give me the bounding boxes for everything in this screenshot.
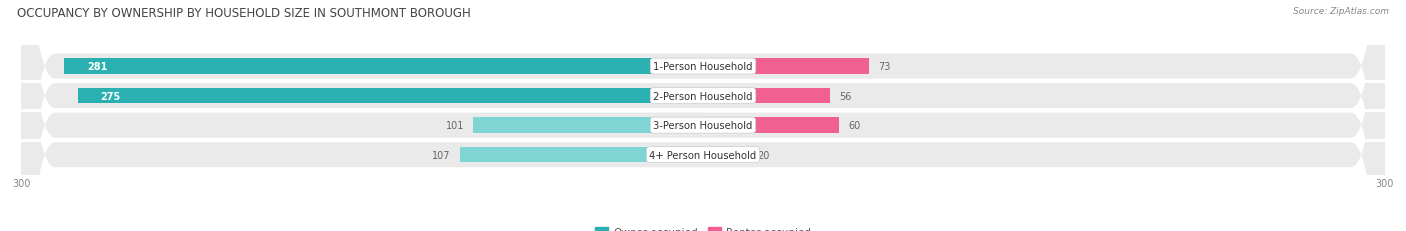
Bar xyxy=(703,147,748,163)
Bar xyxy=(460,147,703,163)
Text: 3-Person Household: 3-Person Household xyxy=(654,121,752,131)
Bar xyxy=(65,59,703,74)
Text: 2-Person Household: 2-Person Household xyxy=(654,91,752,101)
Text: 1-Person Household: 1-Person Household xyxy=(654,62,752,72)
Text: 275: 275 xyxy=(101,91,121,101)
FancyBboxPatch shape xyxy=(21,0,1385,231)
Text: 101: 101 xyxy=(446,121,464,131)
Bar xyxy=(703,88,831,104)
FancyBboxPatch shape xyxy=(21,0,1385,231)
Text: 281: 281 xyxy=(87,62,107,72)
Text: 107: 107 xyxy=(432,150,451,160)
Text: 4+ Person Household: 4+ Person Household xyxy=(650,150,756,160)
Legend: Owner-occupied, Renter-occupied: Owner-occupied, Renter-occupied xyxy=(591,223,815,231)
Text: 60: 60 xyxy=(848,121,860,131)
Text: 20: 20 xyxy=(758,150,770,160)
Bar xyxy=(703,118,839,133)
Bar xyxy=(474,118,703,133)
Text: Source: ZipAtlas.com: Source: ZipAtlas.com xyxy=(1294,7,1389,16)
Text: OCCUPANCY BY OWNERSHIP BY HOUSEHOLD SIZE IN SOUTHMONT BOROUGH: OCCUPANCY BY OWNERSHIP BY HOUSEHOLD SIZE… xyxy=(17,7,471,20)
Text: 56: 56 xyxy=(839,91,852,101)
Bar xyxy=(77,88,703,104)
Text: 73: 73 xyxy=(877,62,890,72)
FancyBboxPatch shape xyxy=(21,0,1385,231)
FancyBboxPatch shape xyxy=(21,0,1385,231)
Bar xyxy=(703,59,869,74)
